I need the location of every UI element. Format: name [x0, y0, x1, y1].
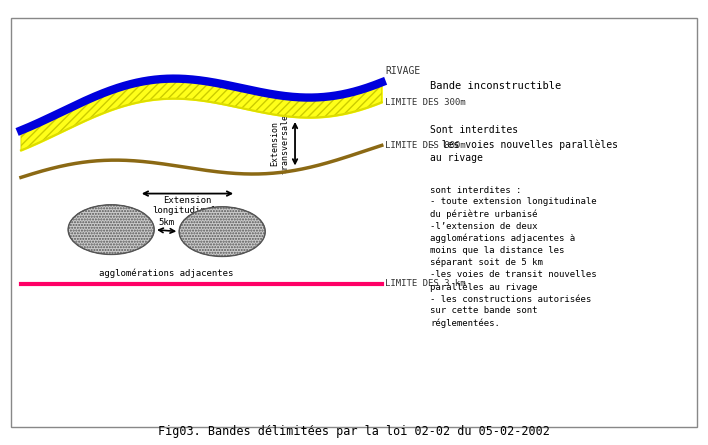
Text: Extension
longitudinale: Extension longitudinale	[152, 195, 222, 215]
Text: Sont interdites
- les voies nouvelles parallèles
au rivage: Sont interdites - les voies nouvelles pa…	[430, 125, 618, 163]
Circle shape	[179, 207, 266, 256]
Text: Extension
transversale: Extension transversale	[270, 114, 290, 174]
Text: agglomérations adjacentes: agglomérations adjacentes	[100, 268, 234, 278]
Text: 5km: 5km	[159, 218, 175, 227]
Text: LIMITE DES 800m: LIMITE DES 800m	[385, 141, 466, 150]
Circle shape	[68, 205, 154, 255]
Text: LIMITE DES 300m: LIMITE DES 300m	[385, 98, 466, 107]
Text: Bande inconstructible: Bande inconstructible	[430, 81, 561, 91]
Text: Fig03. Bandes délimitées par la loi 02-02 du 05-02-2002: Fig03. Bandes délimitées par la loi 02-0…	[158, 425, 550, 438]
Text: RIVAGE: RIVAGE	[385, 66, 421, 76]
Text: sont interdites :
- toute extension longitudinale
du périètre urbanisé
-l’extens: sont interdites : - toute extension long…	[430, 186, 597, 328]
Text: LIMITE DES 3 km: LIMITE DES 3 km	[385, 279, 466, 288]
